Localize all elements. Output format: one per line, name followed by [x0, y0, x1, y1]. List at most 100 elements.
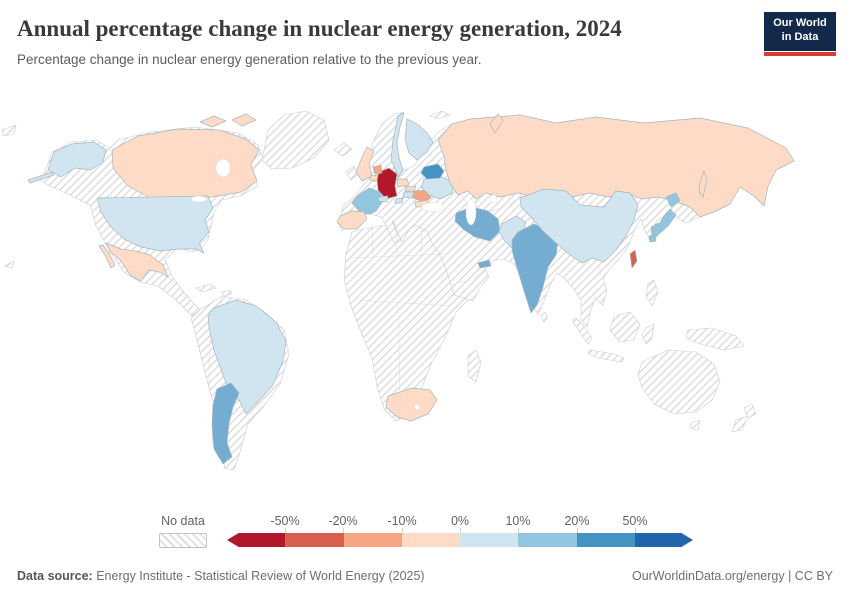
country-sweden[interactable]: [390, 112, 405, 178]
island-sumatra-no-data[interactable]: [571, 317, 593, 345]
aral-sea: [490, 194, 498, 204]
country-russia-novaya-zemlya[interactable]: [489, 113, 504, 134]
legend-tick-neg-10: -10%: [387, 514, 417, 528]
country-belgium[interactable]: [369, 174, 379, 182]
country-finland[interactable]: [404, 118, 434, 161]
island-sulawesi-no-data[interactable]: [641, 323, 655, 345]
island-tasmania-no-data[interactable]: [689, 419, 701, 431]
island-new-guinea-no-data[interactable]: [685, 327, 745, 351]
data-source-label: Data source:: [17, 569, 93, 583]
map-legend: No data -50% -20% -10% 0% 10% 20% 50%: [157, 514, 702, 550]
legend-tick-mark: [518, 528, 519, 533]
island-ireland-no-data[interactable]: [345, 165, 359, 181]
country-china[interactable]: [519, 188, 639, 264]
legend-tick-mark: [635, 528, 636, 533]
country-spain[interactable]: [336, 210, 368, 230]
island-iceland-no-data[interactable]: [333, 142, 353, 157]
legend-bin-lt-neg50[interactable]: [227, 533, 286, 547]
country-russia-sakhalin[interactable]: [698, 170, 708, 198]
page-title: Annual percentage change in nuclear ener…: [17, 16, 622, 41]
legend-bin-gt-50[interactable]: [634, 533, 693, 547]
country-hungary[interactable]: [402, 191, 415, 199]
legend-bin-neg50-neg20[interactable]: [285, 533, 344, 547]
country-mexico-baja[interactable]: [98, 244, 116, 269]
legend-tick-mark: [343, 528, 344, 533]
island-svalbard-no-data[interactable]: [429, 110, 451, 120]
island-java-no-data[interactable]: [587, 349, 625, 363]
footer-separator: |: [784, 569, 795, 583]
edge-sliver-southwest-no-data[interactable]: [3, 260, 15, 269]
country-canada-arctic-island-1[interactable]: [199, 115, 227, 128]
country-united-states-alaska[interactable]: [47, 141, 107, 178]
great-lakes: [190, 195, 208, 203]
island-madagascar-no-data[interactable]: [467, 349, 482, 383]
chart-footer: Data source: Energy Institute - Statisti…: [17, 569, 833, 583]
island-new-zealand-north-no-data[interactable]: [743, 403, 757, 419]
country-argentina[interactable]: [211, 382, 240, 465]
license-link[interactable]: CC BY: [794, 569, 833, 583]
owid-logo-stripe: [764, 52, 836, 56]
black-sea: [421, 202, 445, 212]
owid-logo[interactable]: Our World in Data: [764, 12, 836, 51]
legend-bin-10-20[interactable]: [518, 533, 577, 547]
data-source-text: Energy Institute - Statistical Review of…: [92, 569, 425, 583]
country-united-states-aleutians[interactable]: [27, 171, 55, 184]
country-slovakia[interactable]: [404, 185, 417, 192]
legend-tick-mark: [460, 528, 461, 533]
legend-tick-20: 20%: [564, 514, 590, 528]
footer-right: OurWorldinData.org/energy | CC BY: [632, 569, 833, 583]
legend-bin-20-50[interactable]: [576, 533, 635, 547]
caspian-sea: [465, 198, 477, 226]
legend-no-data-label: No data: [161, 514, 205, 528]
country-united-kingdom[interactable]: [355, 146, 375, 182]
hudson-bay: [215, 158, 231, 178]
legend-tick-0: 0%: [450, 514, 470, 528]
legend-color-bar: [227, 533, 693, 547]
legend-tick-mark: [577, 528, 578, 533]
country-belarus[interactable]: [420, 163, 445, 180]
owid-logo-line2: in Data: [781, 30, 819, 43]
island-new-zealand-south-no-data[interactable]: [731, 415, 749, 433]
country-mexico[interactable]: [105, 242, 169, 282]
country-netherlands[interactable]: [372, 164, 383, 175]
country-ukraine[interactable]: [420, 176, 455, 200]
country-germany[interactable]: [376, 167, 398, 200]
country-canada[interactable]: [111, 128, 260, 199]
owid-logo-line1: Our World: [773, 17, 827, 29]
legend-tick-10: 10%: [505, 514, 531, 528]
world-map[interactable]: [0, 88, 850, 512]
country-united-arab-emirates[interactable]: [477, 259, 492, 269]
owid-url-link[interactable]: OurWorldinData.org/energy: [631, 569, 785, 583]
island-philippines-no-data[interactable]: [645, 279, 659, 307]
legend-bin-neg10-0[interactable]: [401, 533, 460, 547]
island-borneo-no-data[interactable]: [609, 311, 641, 343]
country-japan-kyushu[interactable]: [648, 233, 657, 243]
landmass-greenland-no-data[interactable]: [261, 110, 330, 170]
island-sri-lanka-no-data[interactable]: [540, 311, 549, 323]
country-russia[interactable]: [437, 114, 795, 218]
country-france[interactable]: [351, 187, 384, 215]
legend-bin-neg20-neg10[interactable]: [343, 533, 402, 547]
country-czechia[interactable]: [396, 178, 410, 188]
country-japan-hokkaido[interactable]: [665, 192, 681, 208]
legend-tick-neg-50: -50%: [270, 514, 300, 528]
country-south-africa[interactable]: [385, 387, 438, 422]
country-taiwan[interactable]: [629, 249, 638, 269]
legend-no-data-swatch[interactable]: [159, 533, 207, 548]
lesotho: [414, 404, 420, 410]
legend-tick-neg-20: -20%: [328, 514, 358, 528]
island-hispaniola-no-data[interactable]: [221, 289, 233, 297]
island-cuba-no-data[interactable]: [195, 283, 217, 293]
legend-tick-50: 50%: [622, 514, 648, 528]
country-canada-arctic-island-2[interactable]: [231, 113, 257, 127]
country-switzerland[interactable]: [377, 195, 389, 203]
country-united-states[interactable]: [96, 195, 214, 254]
country-slovenia[interactable]: [394, 197, 404, 204]
legend-tick-mark: [402, 528, 403, 533]
landmass-australia-no-data[interactable]: [637, 349, 721, 415]
legend-bin-0-10[interactable]: [460, 533, 519, 547]
edge-sliver-west-no-data[interactable]: [1, 124, 17, 137]
legend-tick-mark: [285, 528, 286, 533]
chart-subtitle: Percentage change in nuclear energy gene…: [17, 52, 482, 67]
